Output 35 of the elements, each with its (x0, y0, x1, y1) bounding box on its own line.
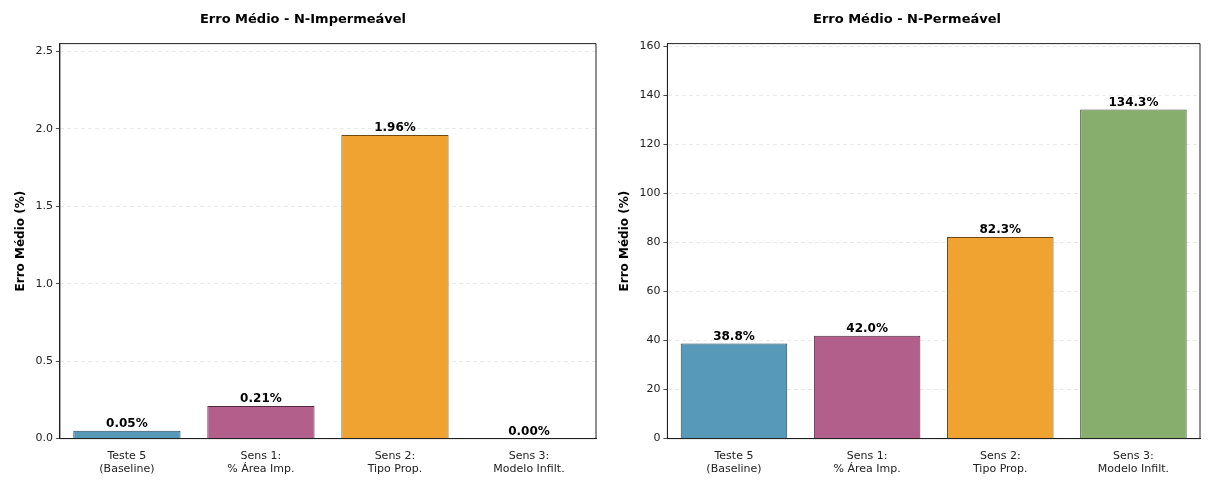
y-tick-label: 40 (646, 333, 661, 347)
y-tick-label: 2.0 (35, 121, 53, 135)
data-label: 134.3% (1108, 94, 1159, 109)
y-tick-label: 140 (639, 88, 661, 102)
x-tick-label: Sens 2: Tipo Prop. (366, 449, 423, 476)
y-tick-label: 1.5 (35, 199, 53, 213)
data-label: 0.05% (106, 415, 148, 430)
x-tick-label: Teste 5 (Baseline) (99, 449, 155, 476)
y-axis-title: Erro Médio (%) (617, 190, 632, 292)
data-label: 0.21% (240, 391, 282, 406)
y-tick-label: 2.5 (35, 44, 53, 58)
x-tick-label: Sens 2: Tipo Prop. (971, 449, 1028, 476)
y-tick-label: 80 (646, 235, 661, 249)
x-tick-label: Sens 1: % Área Imp. (833, 449, 901, 476)
y-tick-label: 20 (646, 382, 661, 396)
data-label: 82.3% (979, 222, 1022, 237)
data-label: 38.8% (713, 328, 755, 343)
x-tick-label: Sens 3: Modelo Infilt. (493, 449, 565, 476)
chart-title: Erro Médio - N-Permeável (813, 11, 1001, 27)
x-tick-label: Sens 3: Modelo Infilt. (1097, 449, 1170, 476)
y-tick-label: 100 (639, 186, 661, 200)
x-tick-label: Teste 5 (Baseline) (706, 449, 762, 476)
y-tick-label: 0.0 (35, 431, 53, 445)
x-tick-label: Sens 1: % Área Imp. (227, 449, 295, 476)
y-tick-label: 120 (639, 137, 661, 151)
y-tick-label: 0.5 (35, 354, 53, 368)
data-label: 1.96% (374, 120, 416, 135)
data-label: 0.00% (508, 423, 550, 438)
y-tick-label: 1.0 (35, 276, 53, 290)
y-axis-title: Erro Médio (%) (13, 190, 28, 292)
y-tick-label: 160 (639, 39, 661, 53)
chart-title: Erro Médio - N-Impermeável (199, 11, 407, 27)
data-label: 42.0% (846, 320, 888, 335)
y-tick-label: 0 (653, 431, 661, 445)
y-tick-label: 60 (646, 284, 661, 298)
